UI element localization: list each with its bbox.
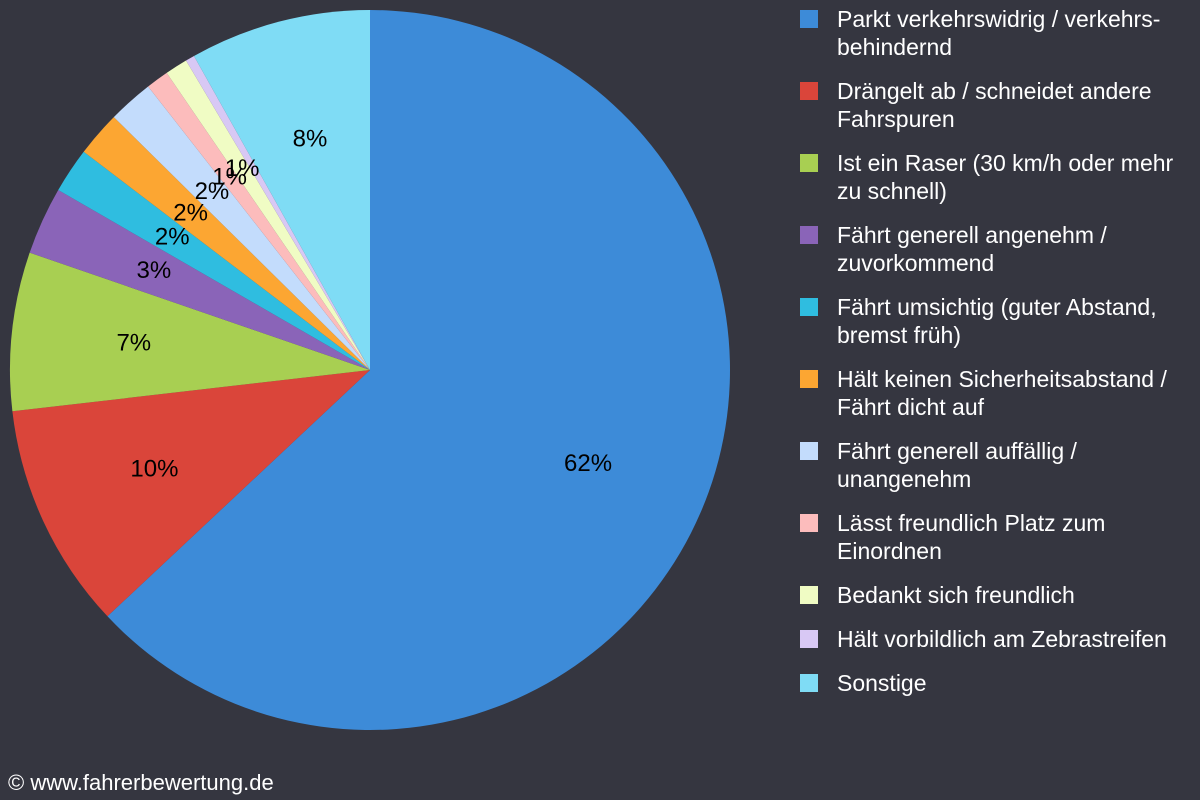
legend-swatch [800,442,818,460]
legend-item: Lässt freundlich Platz zum Einordnen [800,509,1195,565]
legend-item: Ist ein Raser (30 km/h oder mehr zu schn… [800,149,1195,205]
legend-label: Lässt freundlich Platz zum Einordnen [837,510,1106,564]
legend-swatch [800,674,818,692]
legend-item: Drängelt ab / schneidet andere Fahrspure… [800,77,1195,133]
data-label: 2% [173,200,208,227]
legend-item: Hält vorbildlich am Zebrastreifen [800,625,1195,653]
pie-slice [107,10,730,730]
legend: Parkt verkehrswidrig / verkehrs-behinder… [800,5,1195,713]
pie-slice [193,10,370,370]
legend-item: Bedankt sich freundlich [800,581,1195,609]
footer: © www.fahrerbewertung.de [8,770,274,795]
legend-label: Fährt umsichtig (guter Abstand, bremst f… [837,294,1157,348]
legend-swatch [800,514,818,532]
legend-swatch [800,154,818,172]
legend-swatch [800,298,818,316]
legend-swatch [800,226,818,244]
data-label: 10% [130,455,178,482]
legend-item: Fährt generell auffällig / unangenehm [800,437,1195,493]
chart: 62%10%7%3%2%2%2%1%1%8% [9,10,730,730]
pie-slice [148,72,370,371]
pie-slice [58,151,370,370]
legend-label: Hält vorbildlich am Zebrastreifen [837,626,1167,652]
data-label: 7% [116,330,151,357]
legend-label: Fährt generell angenehm / zuvorkommend [837,222,1107,276]
legend-swatch [800,10,818,28]
legend-item: Fährt umsichtig (guter Abstand, bremst f… [800,293,1195,349]
legend-item: Sonstige [800,669,1195,697]
legend-item: Fährt generell angenehm / zuvorkommend [800,221,1195,277]
legend-label: Sonstige [837,670,927,696]
legend-label: Bedankt sich freundlich [837,582,1075,608]
data-label: 62% [564,450,612,477]
data-label: 2% [155,224,190,251]
legend-label: Ist ein Raser (30 km/h oder mehr zu schn… [837,150,1174,204]
pie-slice [83,117,370,371]
pie-slice [12,370,371,617]
pie-slice [166,60,370,371]
legend-label: Fährt generell auffällig / unangenehm [837,438,1077,492]
data-label: 1% [212,164,247,191]
legend-swatch [800,82,818,100]
legend-item: Parkt verkehrswidrig / verkehrs-behinder… [800,5,1195,61]
pie-slice [29,190,370,370]
legend-label: Hält keinen Sicherheitsabstand / Fährt d… [837,366,1167,420]
data-label: 2% [195,178,230,205]
legend-label: Parkt verkehrswidrig / verkehrs-behinder… [837,6,1161,60]
pie-slice [113,86,370,370]
data-label: 1% [225,155,260,182]
legend-swatch [800,370,818,388]
pie-slice [9,252,371,412]
legend-item: Hält keinen Sicherheitsabstand / Fährt d… [800,365,1195,421]
legend-swatch [800,630,818,648]
legend-swatch [800,586,818,604]
legend-label: Drängelt ab / schneidet andere Fahrspure… [837,78,1152,132]
data-label: 3% [136,257,171,284]
data-label: 8% [293,125,328,152]
pie-slice [186,55,370,371]
